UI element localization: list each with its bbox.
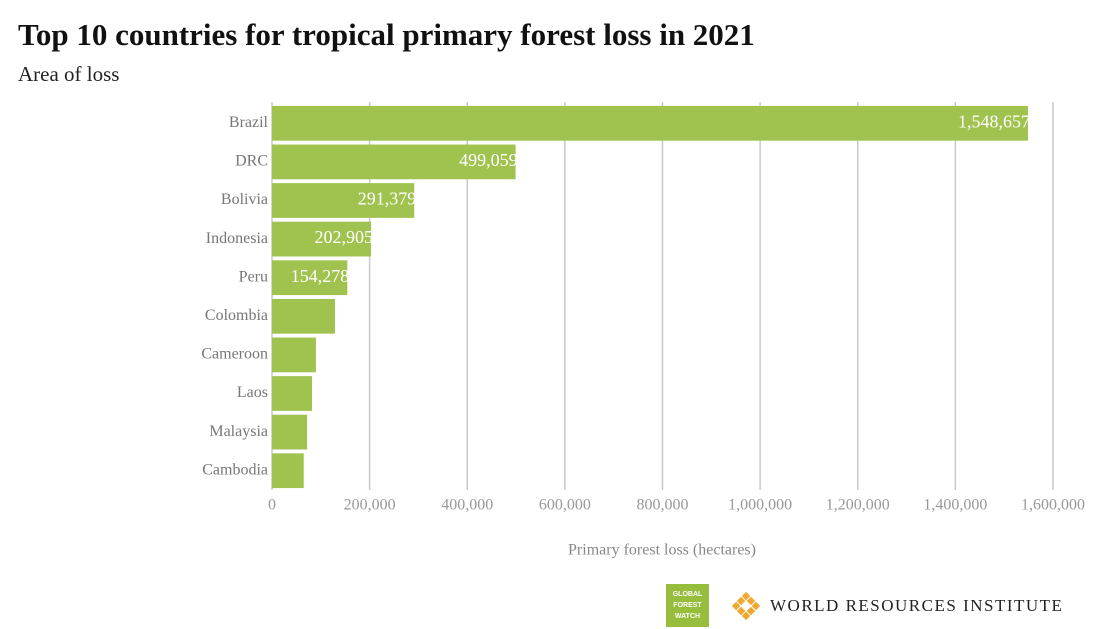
wri-logo-text: WORLD RESOURCES INSTITUTE	[770, 596, 1063, 615]
x-tick-label: 1,400,000	[923, 497, 987, 514]
bar	[272, 337, 316, 373]
value-label: 202,905	[315, 227, 374, 247]
y-tick-label: Laos	[237, 384, 268, 401]
x-tick-label: 1,200,000	[826, 497, 890, 514]
y-tick-label: DRC	[235, 153, 268, 170]
bar	[272, 453, 304, 489]
bar	[272, 221, 372, 257]
y-tick-label: Bolivia	[221, 191, 268, 208]
x-axis-label: Primary forest loss (hectares)	[568, 542, 756, 559]
y-tick-label: Peru	[239, 268, 268, 285]
x-tick-label: 400,000	[441, 497, 493, 514]
value-label: 499,059	[459, 150, 518, 170]
bar	[272, 183, 415, 218]
value-label: 291,379	[358, 189, 417, 209]
x-tick-label: 200,000	[344, 497, 396, 514]
y-tick-label: Malaysia	[209, 423, 268, 440]
gfw-logo-text: GLOBAL	[673, 591, 703, 598]
wri-logo-icon	[731, 591, 761, 621]
gfw-logo-text: WATCH	[675, 613, 700, 620]
bar	[272, 260, 348, 296]
gfw-logo-text: FOREST	[673, 602, 702, 609]
y-tick-label: Cambodia	[202, 461, 268, 478]
x-tick-label: 600,000	[539, 497, 591, 514]
y-tick-label: Colombia	[205, 307, 268, 324]
bar	[272, 298, 335, 334]
y-tick-label: Cameroon	[201, 346, 268, 363]
x-tick-label: 1,000,000	[728, 497, 792, 514]
y-tick-label: Brazil	[229, 114, 269, 131]
bar	[272, 376, 313, 411]
x-tick-label: 800,000	[637, 497, 689, 514]
bar	[272, 105, 1028, 141]
x-tick-label: 0	[268, 497, 276, 514]
y-tick-label: Indonesia	[206, 230, 268, 247]
gfw-logo	[666, 584, 709, 627]
x-tick-label: 1,600,000	[1021, 497, 1085, 514]
chart-subtitle: Area of loss	[18, 62, 119, 86]
bar	[272, 144, 516, 180]
value-label: 1,548,657	[958, 111, 1030, 131]
chart-title: Top 10 countries for tropical primary fo…	[18, 17, 755, 52]
bar	[272, 414, 308, 450]
value-label: 154,278	[291, 266, 350, 286]
